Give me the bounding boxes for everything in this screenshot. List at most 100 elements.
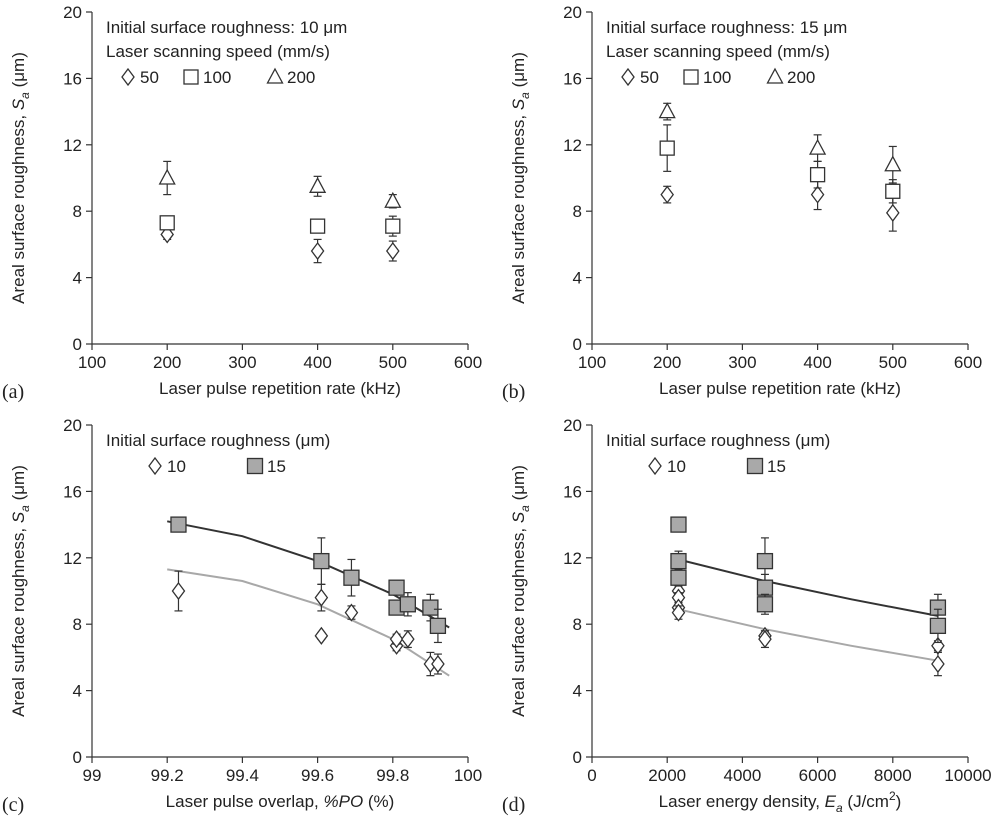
y-tick-label: 8 <box>573 615 582 634</box>
y-axis-label-sub: a <box>518 92 532 99</box>
x-tick-label: 500 <box>379 353 407 372</box>
data-point <box>309 176 327 193</box>
y-tick-label: 12 <box>563 549 582 568</box>
data-point <box>384 191 402 208</box>
legend-label: 100 <box>203 68 231 87</box>
y-axis-label: Areal surface roughness, Sa (μm) <box>9 465 32 717</box>
legend-marker <box>121 67 135 87</box>
series-100 <box>659 124 901 204</box>
annotation-text: Initial surface roughness (μm) <box>106 431 330 450</box>
chart-a-svg: 0 4 8 12 16 20 100 200 300 400 500 600 Areal surface… <box>2 3 482 403</box>
x-axis-label-var: E <box>825 792 837 811</box>
legend-item: 50 <box>121 67 159 87</box>
y-axis-label-var: S <box>509 511 528 523</box>
data-point <box>401 630 415 649</box>
y-tick-label: 8 <box>73 615 82 634</box>
y-axis-label-sub: a <box>518 505 532 512</box>
x-tick-label: 6000 <box>799 766 837 785</box>
x-tick-label: 400 <box>803 353 831 372</box>
legend-label: 100 <box>703 68 731 87</box>
x-axis-label-unit: (J/cm <box>843 792 889 811</box>
data-point <box>385 241 400 261</box>
data-point <box>671 603 686 622</box>
data-point <box>659 140 675 156</box>
data-point <box>422 599 439 616</box>
y-tick-label: 12 <box>63 549 82 568</box>
legend-item: 200 <box>266 67 315 87</box>
data-point <box>170 516 187 533</box>
x-tick-label: 99 <box>83 766 102 785</box>
x-axis-label-end: ) <box>896 792 902 811</box>
legend-item: 100 <box>683 68 731 87</box>
x-tick-label: 100 <box>454 766 482 785</box>
y-axis-label-text: Areal surface roughness, <box>509 523 528 717</box>
y-axis-label-var: S <box>509 98 528 110</box>
legend-label: 10 <box>167 457 186 476</box>
chart-d-svg: 0 4 8 12 16 20 0 2000 4000 6000 8000 10000 Areal sur… <box>502 416 992 816</box>
panel-label: (d) <box>502 794 525 816</box>
y-axis-label-text: Areal surface roughness, <box>9 110 28 304</box>
y-tick-label: 4 <box>73 269 82 288</box>
data-point <box>344 603 359 622</box>
data-point <box>309 218 326 234</box>
panel-label: (b) <box>502 381 525 403</box>
legend-label: 15 <box>267 457 286 476</box>
legend-label: 50 <box>140 68 159 87</box>
data-point <box>809 138 827 155</box>
fit-curve-10 <box>167 568 450 677</box>
x-tick-label: 99.2 <box>151 766 184 785</box>
series-15 <box>670 516 947 644</box>
x-tick-label: 0 <box>587 766 596 785</box>
legend-marker <box>766 67 784 84</box>
legend-item: 50 <box>621 67 659 87</box>
y-tick-label: 4 <box>573 682 582 701</box>
y-tick-label: 20 <box>63 3 82 22</box>
annotation-text: Laser scanning speed (mm/s) <box>106 42 330 61</box>
legend-marker <box>183 69 199 85</box>
data-point <box>809 167 826 183</box>
y-axis-label-text: Areal surface roughness, <box>9 523 28 717</box>
annotation-text: Initial surface roughness (μm) <box>606 431 830 450</box>
x-axis-label-text: Laser energy density, <box>659 792 825 811</box>
x-axis-label-unit: (%) <box>363 792 394 811</box>
x-tick-label: 400 <box>303 353 331 372</box>
x-tick-label: 300 <box>728 353 756 372</box>
data-point <box>660 185 675 204</box>
y-axis-label-text: Areal surface roughness, <box>509 110 528 304</box>
data-point <box>388 579 405 596</box>
y-axis-label-sub: a <box>18 92 32 99</box>
data-point <box>758 630 772 649</box>
y-axis-label-unit: (μm) <box>509 52 528 92</box>
fit-curve-15 <box>678 558 939 617</box>
legend-item: 200 <box>766 67 815 87</box>
panel-label: (c) <box>2 794 24 816</box>
data-point <box>756 579 774 596</box>
data-point <box>885 203 900 222</box>
y-axis-label: Areal surface roughness, Sa (μm) <box>509 465 532 717</box>
y-axis-label: Areal surface roughness, Sa (μm) <box>9 52 32 304</box>
chart-panel-b: 0 4 8 12 16 20 100 200 300 400 500 600 Areal surface… <box>500 0 1000 413</box>
series-15 <box>170 516 447 644</box>
legend-label: 200 <box>287 68 315 87</box>
data-point <box>159 215 175 231</box>
panel-label: (a) <box>2 381 24 403</box>
x-tick-label: 99.4 <box>226 766 259 785</box>
data-point <box>431 654 445 674</box>
y-tick-label: 20 <box>563 3 582 22</box>
data-point <box>885 183 901 199</box>
y-tick-label: 16 <box>563 482 582 501</box>
legend-item: 15 <box>746 457 786 476</box>
series-100 <box>159 215 401 237</box>
x-axis-label: Laser pulse repetition rate (kHz) <box>659 379 901 398</box>
chart-panel-d: 0 4 8 12 16 20 0 2000 4000 6000 8000 10000 Areal sur… <box>500 413 1000 826</box>
data-point <box>343 569 360 586</box>
legend-marker <box>148 456 162 476</box>
x-axis-label-text: Laser pulse overlap, <box>166 792 324 811</box>
x-tick-label: 99.8 <box>376 766 409 785</box>
legend-item: 10 <box>148 456 186 476</box>
legend-marker <box>648 456 662 476</box>
series-200 <box>658 102 902 184</box>
legend-label: 50 <box>640 68 659 87</box>
y-tick-label: 12 <box>563 136 582 155</box>
x-axis-label: Laser pulse overlap, %PO (%) <box>166 792 395 811</box>
